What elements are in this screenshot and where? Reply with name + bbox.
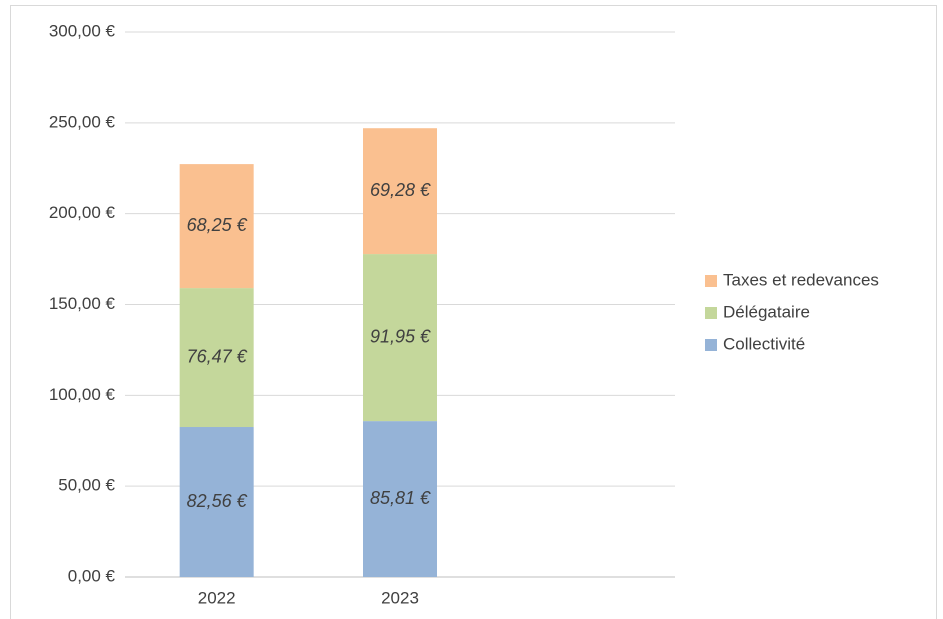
- y-tick-label: 0,00 €: [68, 566, 116, 585]
- y-tick-label: 300,00 €: [49, 21, 116, 40]
- y-tick-label: 200,00 €: [49, 203, 116, 222]
- x-tick-label: 2023: [381, 588, 419, 607]
- data-label: 68,25 €: [187, 215, 248, 235]
- bar-segment: [179, 164, 254, 289]
- data-label: 85,81 €: [370, 488, 431, 508]
- legend-swatch: [705, 339, 717, 351]
- y-tick-label: 250,00 €: [49, 112, 116, 131]
- bar-segment: [179, 427, 254, 577]
- legend-label: Taxes et redevances: [723, 270, 879, 289]
- legend-label: Collectivité: [723, 334, 805, 353]
- chart-border: [10, 5, 937, 619]
- data-label: 91,95 €: [370, 326, 431, 346]
- data-label: 82,56 €: [187, 491, 248, 511]
- legend-label: Délégataire: [723, 302, 810, 321]
- bar-segment: [179, 288, 254, 428]
- data-label: 76,47 €: [187, 346, 248, 366]
- bar-segment: [363, 421, 437, 577]
- bar-segment: [363, 254, 437, 422]
- data-label: 69,28 €: [370, 180, 431, 200]
- y-tick-label: 150,00 €: [49, 294, 116, 313]
- x-tick-label: 2022: [198, 588, 236, 607]
- bar-segment: [363, 128, 437, 255]
- legend-swatch: [705, 307, 717, 319]
- y-tick-label: 50,00 €: [58, 476, 115, 495]
- legend-swatch: [705, 275, 717, 287]
- y-tick-label: 100,00 €: [49, 385, 116, 404]
